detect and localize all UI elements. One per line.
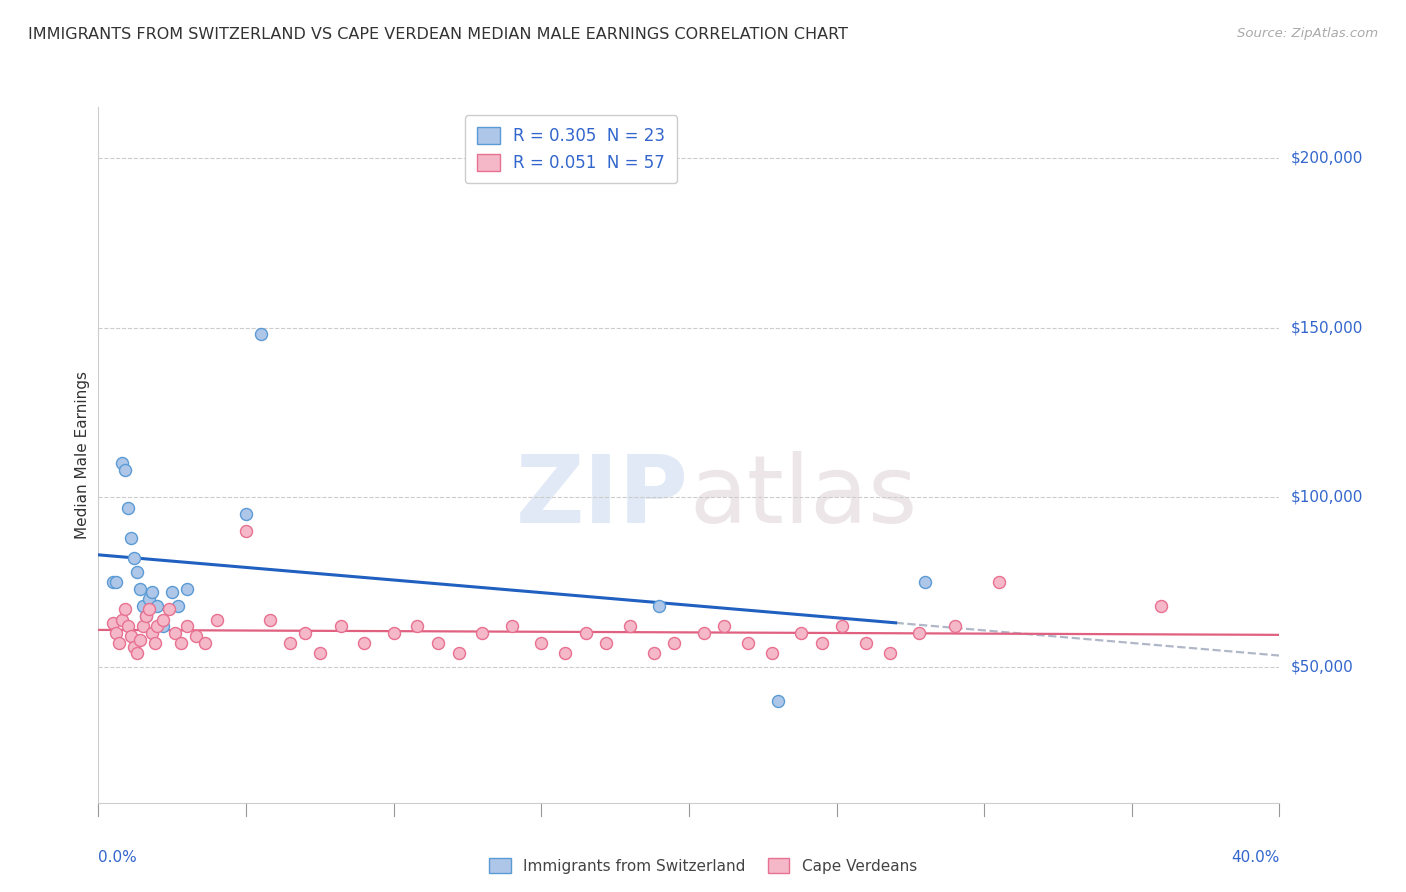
- Point: [501, 619, 523, 633]
- Legend: Immigrants from Switzerland, Cape Verdeans: Immigrants from Switzerland, Cape Verdea…: [484, 852, 922, 880]
- Point: [141, 585, 163, 599]
- Point: [447, 647, 470, 661]
- Point: [176, 619, 198, 633]
- Y-axis label: Median Male Earnings: Median Male Earnings: [75, 371, 90, 539]
- Point: [235, 524, 257, 539]
- Point: [643, 647, 665, 661]
- Point: [554, 647, 576, 661]
- Point: [105, 575, 128, 590]
- Point: [790, 626, 813, 640]
- Point: [406, 619, 429, 633]
- Text: $200,000: $200,000: [1291, 151, 1362, 165]
- Point: [103, 615, 125, 630]
- Point: [294, 626, 316, 640]
- Text: $150,000: $150,000: [1291, 320, 1362, 335]
- Point: [114, 463, 136, 477]
- Point: [122, 640, 145, 654]
- Point: [766, 694, 789, 708]
- Point: [184, 630, 207, 644]
- Point: [165, 626, 187, 640]
- Point: [117, 619, 139, 633]
- Point: [530, 636, 553, 650]
- Point: [157, 602, 180, 616]
- Point: [132, 599, 155, 613]
- Point: [427, 636, 450, 650]
- Point: [128, 632, 150, 647]
- Point: [111, 457, 134, 471]
- Text: ZIP: ZIP: [516, 450, 689, 542]
- Point: [914, 575, 936, 590]
- Point: [111, 613, 134, 627]
- Point: [259, 613, 281, 627]
- Text: 0.0%: 0.0%: [98, 850, 138, 865]
- Point: [619, 619, 641, 633]
- Point: [122, 551, 145, 566]
- Point: [103, 575, 125, 590]
- Point: [114, 602, 136, 616]
- Point: [761, 647, 783, 661]
- Point: [128, 582, 150, 596]
- Point: [152, 619, 174, 633]
- Point: [135, 609, 157, 624]
- Point: [693, 626, 716, 640]
- Point: [908, 626, 931, 640]
- Point: [574, 626, 596, 640]
- Point: [648, 599, 671, 613]
- Point: [205, 613, 228, 627]
- Point: [235, 508, 257, 522]
- Point: [143, 636, 166, 650]
- Point: [162, 585, 183, 599]
- Point: [120, 630, 142, 644]
- Point: [105, 626, 128, 640]
- Point: [309, 647, 332, 661]
- Point: [146, 619, 169, 633]
- Point: [1150, 599, 1173, 613]
- Point: [943, 619, 966, 633]
- Point: [152, 613, 174, 627]
- Point: [471, 626, 494, 640]
- Point: [125, 565, 148, 579]
- Point: [138, 602, 160, 616]
- Point: [132, 619, 155, 633]
- Text: $50,000: $50,000: [1291, 659, 1354, 674]
- Point: [194, 636, 217, 650]
- Point: [167, 599, 190, 613]
- Point: [120, 531, 142, 545]
- Text: Source: ZipAtlas.com: Source: ZipAtlas.com: [1237, 27, 1378, 40]
- Point: [329, 619, 352, 633]
- Point: [108, 636, 131, 650]
- Point: [146, 599, 169, 613]
- Text: IMMIGRANTS FROM SWITZERLAND VS CAPE VERDEAN MEDIAN MALE EARNINGS CORRELATION CHA: IMMIGRANTS FROM SWITZERLAND VS CAPE VERD…: [28, 27, 848, 42]
- Text: atlas: atlas: [689, 450, 917, 542]
- Point: [737, 636, 759, 650]
- Point: [141, 626, 163, 640]
- Point: [117, 500, 139, 515]
- Text: $100,000: $100,000: [1291, 490, 1362, 505]
- Point: [713, 619, 735, 633]
- Point: [664, 636, 686, 650]
- Point: [810, 636, 832, 650]
- Legend: R = 0.305  N = 23, R = 0.051  N = 57: R = 0.305 N = 23, R = 0.051 N = 57: [465, 115, 676, 184]
- Point: [135, 609, 157, 624]
- Point: [250, 327, 273, 342]
- Point: [595, 636, 617, 650]
- Point: [382, 626, 405, 640]
- Point: [278, 636, 302, 650]
- Point: [176, 582, 198, 596]
- Point: [987, 575, 1010, 590]
- Text: 40.0%: 40.0%: [1232, 850, 1279, 865]
- Point: [353, 636, 375, 650]
- Point: [125, 647, 148, 661]
- Point: [831, 619, 853, 633]
- Point: [138, 592, 160, 607]
- Point: [855, 636, 877, 650]
- Point: [879, 647, 901, 661]
- Point: [170, 636, 193, 650]
